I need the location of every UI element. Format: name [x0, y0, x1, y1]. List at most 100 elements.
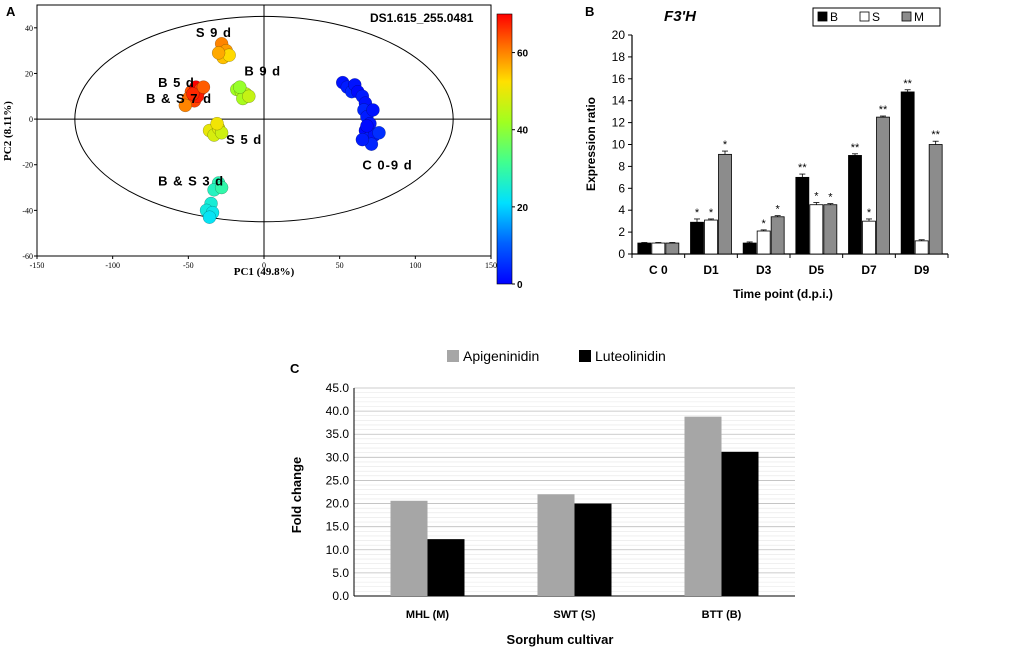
bar-B [690, 221, 704, 255]
legend-swatch-luteolinidin [579, 350, 591, 362]
x-axis-label-c: Sorghum cultivar [507, 632, 614, 647]
y-tick-label: 5.0 [332, 566, 349, 580]
x-tick-label: D7 [861, 263, 877, 277]
x-tick-label: -100 [105, 261, 120, 270]
bar-apigeninidin [537, 494, 575, 596]
significance-stars: ** [931, 129, 940, 141]
legend-swatch-S [859, 11, 870, 22]
y-tick-label: -20 [22, 161, 33, 170]
panel-c-bars [390, 416, 759, 596]
y-tick-label: 25.0 [326, 473, 350, 487]
legend-swatch-B [817, 11, 828, 22]
data-point [242, 89, 256, 104]
data-point [196, 80, 211, 94]
significance-stars: * [709, 207, 714, 219]
group-label: C 0-9 d [362, 157, 412, 172]
group-label: B & S 3 d [158, 173, 224, 188]
y-tick-label: 35.0 [326, 427, 350, 441]
significance-stars: ** [851, 142, 860, 154]
bar-B [637, 242, 652, 255]
x-tick-label: C 0 [649, 263, 668, 277]
data-point [366, 103, 380, 117]
x-tick-label: 100 [409, 261, 421, 270]
significance-stars: * [814, 191, 819, 203]
legend-label: M [914, 10, 924, 24]
legend-label: B [830, 10, 838, 24]
y-tick-label: -40 [22, 206, 33, 215]
colorbar-tick-label: 20 [517, 203, 529, 214]
panel-c-fold-change: C Apigeninidin Luteolinidin 0.0 5.0 10.0 15.… [289, 348, 795, 647]
bar-S [862, 220, 876, 255]
y-tick-label: 40 [25, 24, 33, 33]
data-point [360, 119, 374, 133]
y-tick-label: 0 [29, 115, 33, 124]
x-axis-label-a: PC1 (49.8%) [234, 266, 295, 278]
x-tick-label: 50 [336, 261, 344, 270]
significance-stars: * [762, 218, 767, 230]
colorbar-title: DS1.615_255.0481 [370, 11, 474, 25]
x-tick-label: 150 [485, 261, 497, 270]
panel-b-expression-bars: B F3'H B S M 0 2 4 6 8 10 12 14 16 18 20 C 0 D1 D3 D5 D7 D… [584, 4, 949, 301]
y-tick-label: 15.0 [326, 520, 350, 534]
y-tick-label: 12 [612, 116, 626, 130]
chart-title-b: F3'H [664, 8, 697, 25]
legend-label: Luteolinidin [595, 348, 666, 364]
x-tick-label: D1 [703, 263, 719, 277]
legend-label: S [872, 10, 880, 24]
significance-stars: * [695, 207, 700, 219]
bar-luteolinidin [427, 539, 465, 596]
x-tick-label: D9 [914, 263, 930, 277]
colorbar [496, 13, 513, 285]
x-tick-label: SWT (S) [553, 609, 595, 621]
bar-B [795, 176, 810, 255]
significance-stars: ** [879, 104, 888, 116]
data-point [355, 132, 370, 147]
bar-B [848, 155, 862, 255]
bar-luteolinidin [574, 503, 612, 596]
panel-a-points [178, 37, 386, 224]
y-tick-label: 14 [612, 94, 626, 108]
y-tick-label: -60 [22, 252, 33, 261]
colorbar-tick-label: 40 [517, 126, 529, 137]
x-tick-label: D5 [809, 263, 825, 277]
bar-B [900, 91, 915, 255]
group-label: B 9 d [244, 64, 281, 79]
panel-a-axes: -150 -100 -50 0 50 100 150 -60 -40 -20 0 20 40 [22, 5, 497, 270]
panel-b-bars: * ******* ********** [637, 78, 943, 255]
x-tick-label: MHL (M) [406, 609, 450, 621]
y-tick-label: 30.0 [326, 450, 350, 464]
y-tick-label: 2 [618, 225, 625, 239]
significance-stars: ** [903, 78, 912, 90]
bar-M [928, 144, 943, 255]
significance-stars: ** [798, 162, 807, 174]
bar-apigeninidin [684, 416, 722, 596]
x-tick-label: BTT (B) [702, 609, 742, 621]
significance-stars: * [828, 192, 833, 204]
y-tick-label: 6 [618, 181, 625, 195]
data-point [372, 126, 386, 140]
significance-stars: * [723, 139, 728, 151]
panel-a-pca-scatter: A -150 -100 -50 0 50 100 150 -60 -40 -20 0 20 40 S 9… [2, 4, 529, 291]
y-axis-label-c: Fold change [289, 457, 304, 534]
y-tick-label: 4 [618, 203, 625, 217]
bar-S [756, 230, 771, 255]
y-tick-label: 8 [618, 159, 625, 173]
legend-label: Apigeninidin [463, 348, 539, 364]
bar-M [770, 216, 785, 255]
data-point [214, 180, 229, 195]
panel-a-group-labels: S 9 d B 9 d B 5 dB & S 7 d S 5 d C 0-9 d B & … [146, 25, 412, 188]
bar-S [704, 219, 718, 255]
group-label: B 5 d [158, 75, 195, 90]
panel-label-b: B [585, 4, 594, 19]
group-label: B & S 7 d [146, 91, 212, 106]
group-label: S 9 d [196, 25, 232, 40]
x-tick-label: -50 [183, 261, 194, 270]
data-point [233, 80, 247, 94]
y-tick-label: 0.0 [332, 589, 349, 603]
bar-S [809, 204, 824, 255]
bar-B [742, 242, 757, 255]
y-tick-label: 10 [612, 138, 626, 152]
colorbar-tick-label: 60 [517, 49, 529, 60]
panel-label-a: A [6, 4, 16, 19]
